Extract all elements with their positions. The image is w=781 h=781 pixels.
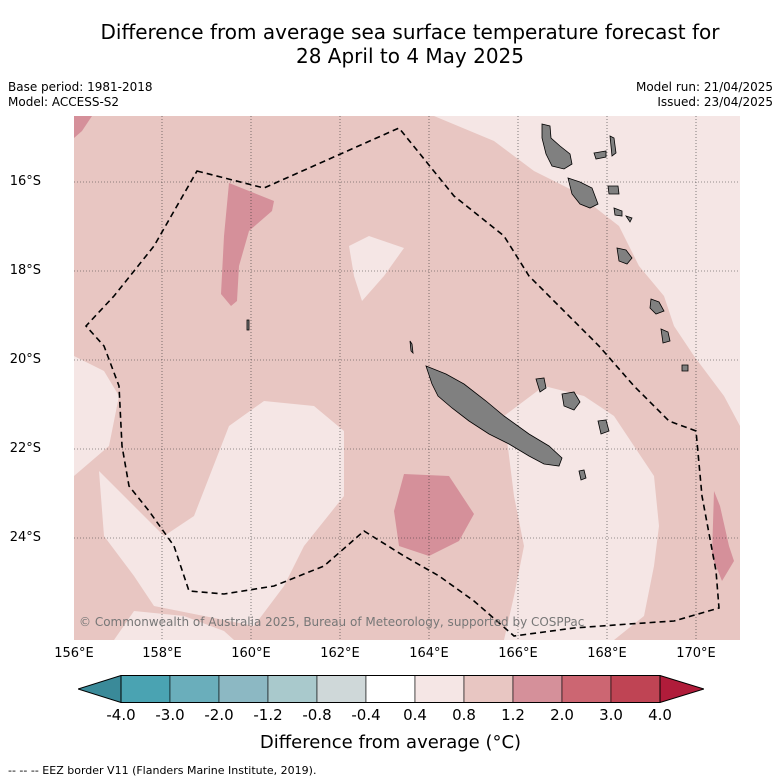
vanuatu-ambae — [593, 150, 607, 160]
vanuatu-ambrym — [607, 185, 620, 195]
colorbar-segment — [267, 675, 318, 703]
lon-label-168e: 168°E — [587, 646, 627, 661]
lon-label-160e: 160°E — [231, 646, 271, 661]
lon-label-162e: 162°E — [320, 646, 360, 661]
new-caledonia-grande-terre — [425, 365, 563, 467]
lat-label-24s: 24°S — [9, 530, 41, 545]
vanuatu-shepherd — [625, 215, 633, 223]
colorbar-tick-label: -0.4 — [351, 706, 381, 724]
loyalty-ouvea — [535, 377, 547, 393]
vanuatu-efate — [616, 247, 633, 265]
colorbar-tick-label: 4.0 — [648, 706, 672, 724]
light-patch-central — [349, 236, 404, 301]
vanuatu-pentecost — [609, 135, 617, 157]
light-region-south — [114, 611, 234, 640]
chesterfield-islet — [246, 319, 250, 331]
light-region-west — [74, 356, 119, 476]
colorbar-tick-label: -3.0 — [155, 706, 185, 724]
colorbar-segment — [463, 675, 514, 703]
colorbar-segment — [218, 675, 269, 703]
map-title-line1: Difference from average sea surface temp… — [100, 20, 720, 44]
colorbar-tick-label: 3.0 — [599, 706, 623, 724]
colorbar-segment — [120, 675, 171, 703]
colorbar-tick-label: 1.2 — [501, 706, 525, 724]
light-region-southwest — [99, 401, 344, 626]
colorbar-tick-label: 0.4 — [403, 706, 427, 724]
light-region-northeast — [434, 116, 740, 426]
colorbar-tick-label: 2.0 — [550, 706, 574, 724]
colorbar-segment — [414, 675, 465, 703]
map-title-line2: 28 April to 4 May 2025 — [296, 44, 524, 68]
colorbar-tick-label: -4.0 — [106, 706, 136, 724]
sst-anomaly-map: © Commonwealth of Australia 2025, Bureau… — [74, 116, 740, 640]
isle-of-pines — [578, 469, 587, 481]
vanuatu-erromango — [649, 298, 665, 315]
meta-right: Model run: 21/04/2025 Issued: 23/04/2025 — [636, 80, 773, 110]
lon-label-166e: 166°E — [498, 646, 538, 661]
issued-date: Issued: 23/04/2025 — [657, 95, 773, 109]
eez-legend: -- -- -- EEZ border V11 (Flanders Marine… — [8, 764, 317, 777]
vanuatu-tanna — [660, 328, 671, 344]
meta-left: Base period: 1981-2018 Model: ACCESS-S2 — [8, 80, 153, 110]
colorbar-segment — [561, 675, 612, 703]
colorbar-segment — [169, 675, 220, 703]
vanuatu-malekula — [567, 177, 599, 209]
colorbar-extension-high — [659, 675, 704, 703]
colorbar-extension-low — [78, 675, 122, 703]
colorbar-segment — [365, 675, 416, 703]
colorbar-outline — [120, 675, 661, 703]
model-name: Model: ACCESS-S2 — [8, 95, 120, 109]
loyalty-mare — [597, 419, 610, 435]
lon-label-164e: 164°E — [409, 646, 449, 661]
land-masses — [246, 123, 689, 481]
warm-patch-north — [221, 183, 274, 306]
lat-label-20s: 20°S — [9, 352, 41, 367]
lon-label-170e: 170°E — [676, 646, 716, 661]
warm-patch-east — [712, 491, 734, 581]
warm-patch-corner — [74, 116, 92, 138]
colorbar-segment — [610, 675, 661, 703]
colorbar-segments — [78, 675, 704, 703]
colorbar-tick-label: -2.0 — [204, 706, 234, 724]
copyright-notice: © Commonwealth of Australia 2025, Bureau… — [79, 615, 584, 629]
colorbar-segment — [512, 675, 563, 703]
belep-islands — [409, 340, 414, 355]
vanuatu-epi — [613, 207, 623, 217]
warm-patch-center — [394, 474, 474, 556]
colorbar-tick-label: 0.8 — [452, 706, 476, 724]
vanuatu-espiritu-santo — [541, 123, 573, 170]
model-run: Model run: 21/04/2025 — [635, 80, 773, 94]
lon-label-158e: 158°E — [142, 646, 182, 661]
lon-label-156e: 156°E — [54, 646, 94, 661]
gridlines — [74, 116, 740, 640]
colorbar — [78, 675, 704, 703]
colorbar-tick-label: -1.2 — [253, 706, 283, 724]
colorbar-title: Difference from average (°C) — [259, 732, 522, 753]
eez-border — [84, 127, 720, 637]
base-period: Base period: 1981-2018 — [8, 80, 153, 94]
lat-label-22s: 22°S — [9, 441, 41, 456]
colorbar-tick-label: -0.8 — [302, 706, 332, 724]
colorbar-segment — [316, 675, 367, 703]
vanuatu-aneityum — [681, 364, 689, 372]
loyalty-lifou — [561, 391, 581, 411]
lat-label-18s: 18°S — [9, 263, 41, 278]
lat-label-16s: 16°S — [9, 174, 41, 189]
